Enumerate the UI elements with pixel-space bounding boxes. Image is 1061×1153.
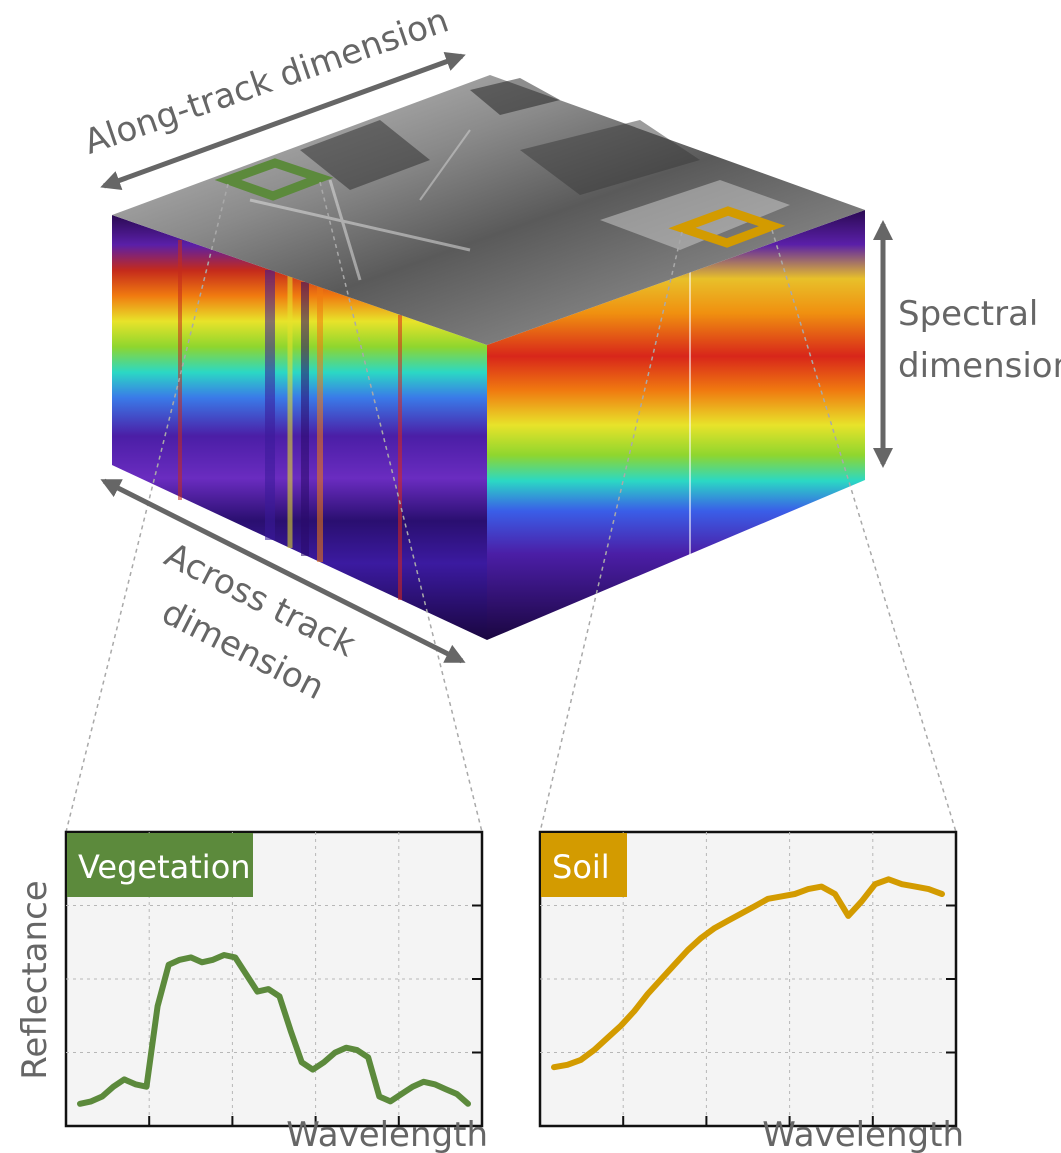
vegetation-ylabel: Reflectance [15, 880, 55, 1079]
data-cube [112, 75, 865, 640]
soil-marker [668, 206, 786, 248]
soil-spectrum-line [551, 876, 945, 1071]
vegetation-title: Vegetation [78, 848, 251, 886]
vegetation-panel: Vegetation Reflectance Wavelength [15, 830, 488, 1153]
spectral-label-line1: Spectral [898, 294, 1038, 334]
vegetation-spectrum-line [77, 952, 471, 1107]
soil-title-bg [541, 833, 627, 897]
spectral-label-line2: dimension [898, 346, 1061, 386]
along-track-arrow [100, 52, 466, 190]
vegetation-xlabel: Wavelength [286, 1115, 488, 1153]
across-track-arrow [100, 478, 466, 664]
soil-title: Soil [552, 848, 610, 886]
soil-xlabel: Wavelength [762, 1115, 964, 1153]
vegetation-title-bg [67, 833, 253, 897]
cube-right-face [487, 210, 865, 640]
soil-panel: Soil Wavelength [538, 830, 964, 1153]
leader-lines [65, 181, 957, 833]
cube-top-face [112, 75, 865, 345]
